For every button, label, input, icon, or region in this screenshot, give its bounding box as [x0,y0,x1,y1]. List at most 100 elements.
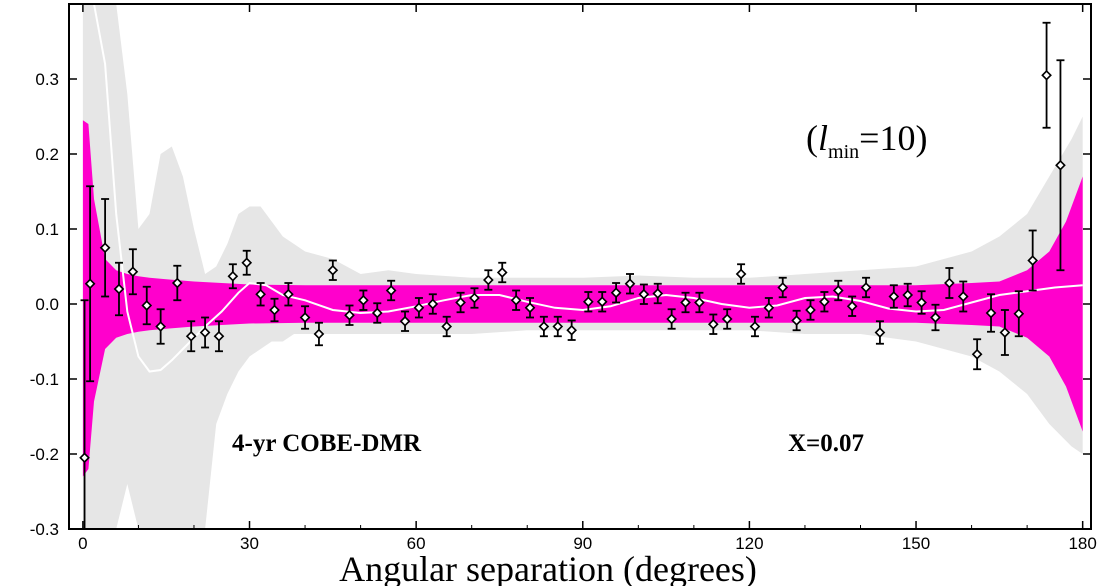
data-point [860,276,872,299]
plot-area [79,4,1083,529]
data-point [241,249,253,276]
y-tick-label: -0.1 [30,370,59,389]
diamond-marker [957,291,969,302]
data-point [358,289,369,311]
diamond-marker [694,297,705,308]
diamond-marker [999,327,1011,338]
axis-ticks: 0 30 60 90 120 150 180 -0.3 -0.2 -0.1 0.0 0.1 0.2 0.3 [30,4,1097,553]
y-tick-label: 0.3 [35,70,59,89]
diamond-marker [99,242,111,254]
model-curve [82,4,1083,373]
diamond-marker [327,264,339,276]
diamond-marker [510,294,522,306]
diamond-marker [819,296,830,308]
data-point [999,309,1011,356]
data-point [791,309,802,332]
diamond-marker [441,321,453,332]
data-point [596,291,608,313]
data-point [888,284,900,309]
data-point [930,303,941,332]
data-point [255,282,266,307]
diamond-marker [805,304,816,316]
lmin-subscript: min [828,141,859,163]
diamond-marker [155,321,166,332]
diamond-marker [269,304,280,316]
data-point [735,263,747,285]
diamond-marker [666,313,677,325]
data-point [1027,229,1039,292]
data-point [680,291,691,314]
diamond-marker [1041,69,1052,81]
diamond-marker [299,312,311,323]
x-tick-label: 150 [902,534,930,553]
y-tick-label: 0.1 [35,220,59,239]
x-tick-label: 0 [78,534,87,553]
diamond-marker [624,278,636,290]
data-point [777,276,789,299]
data-point [1055,59,1066,272]
data-point [427,293,439,315]
diamond-marker [944,277,955,289]
diamond-marker [680,297,691,308]
diamond-marker [552,321,564,332]
diamond-marker [185,330,197,342]
diamond-marker [985,307,997,319]
diamond-marker [524,302,536,314]
diamond-marker [199,327,211,338]
data-point [707,313,719,335]
data-point [299,305,311,330]
diamond-marker [113,283,125,295]
data-point [957,280,969,313]
data-point [483,269,494,291]
diamond-marker [496,267,508,278]
diamond-marker [313,328,325,340]
data-point [141,285,153,326]
x-tick-label: 60 [407,534,426,553]
data-point [371,302,383,324]
data-point [552,315,564,338]
data-point [971,338,983,371]
data-point [127,248,139,296]
diamond-marker [874,327,886,338]
data-point [832,279,844,302]
diamond-marker [860,282,872,293]
diamond-marker [566,324,577,336]
data-point [749,315,761,338]
y-tick-label: 0.0 [35,295,59,314]
lmin-annotation: (lmin=10) [806,118,927,163]
x-tick-label: 180 [1068,534,1096,553]
data-point [385,279,397,302]
diamond-marker [399,315,411,327]
diamond-marker [638,288,650,300]
diamond-marker [227,270,239,282]
data-point [763,297,775,319]
lmin-rest: =10) [859,118,927,158]
data-point [227,263,239,290]
data-point [327,259,339,281]
data-point [805,299,816,321]
data-point [413,297,425,319]
lmin-open: ( [806,118,818,158]
data-point [84,185,96,383]
x-tick-label: 30 [240,534,259,553]
data-point [1013,290,1025,338]
data-point [269,297,280,323]
diamond-marker [749,321,761,332]
data-point [185,320,197,353]
diamond-marker [84,278,96,290]
data-point [99,198,111,298]
data-point [721,308,733,330]
diamond-marker [846,300,858,312]
lmin-l: l [818,118,828,158]
chi-label: X=0.07 [788,430,864,457]
data-point [155,308,166,345]
data-point [441,315,453,338]
diamond-marker [791,315,802,326]
diamond-marker [721,313,733,325]
diamond-marker [371,307,383,319]
data-point [846,295,858,317]
data-point [79,299,90,529]
data-point [283,282,294,307]
inner-confidence-band [82,120,1083,477]
